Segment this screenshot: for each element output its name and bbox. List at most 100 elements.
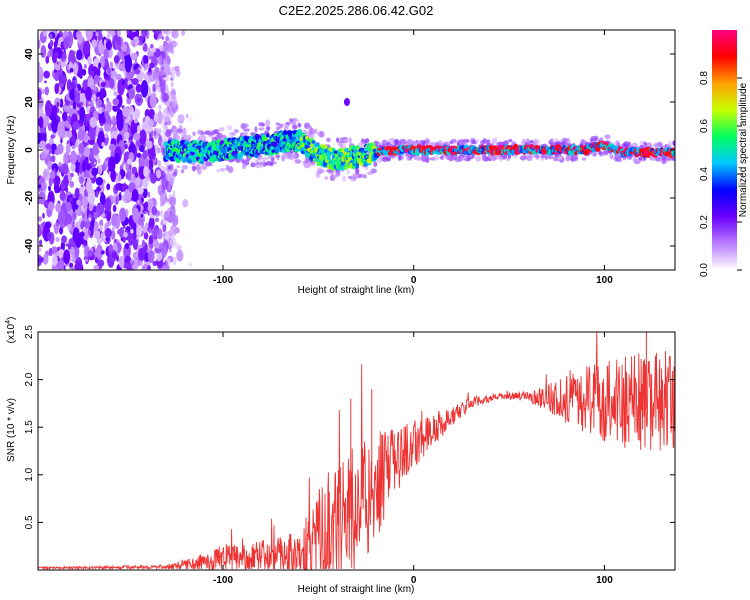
- heatmap-cell: [72, 211, 77, 221]
- x-tick-label: 0: [411, 275, 417, 286]
- heatmap-cell: [114, 238, 117, 244]
- x-tick-label: -100: [213, 275, 233, 286]
- heatmap-cell: [83, 40, 91, 55]
- heatmap-cell: [63, 103, 72, 112]
- heatmap-cell: [100, 250, 105, 255]
- heatmap-cell: [490, 155, 496, 162]
- heatmap-cell: [43, 70, 51, 79]
- heatmap-cell: [167, 165, 172, 170]
- heatmap-cell: [78, 142, 85, 155]
- heatmap-cell: [79, 106, 86, 123]
- heatmap-cell: [169, 71, 173, 76]
- heatmap-cell: [84, 258, 89, 263]
- heatmap-cell: [197, 129, 204, 135]
- heatmap-cell: [62, 58, 66, 62]
- heatmap-cell: [142, 225, 146, 233]
- heatmap-cell: [547, 155, 554, 160]
- spectrogram-x-ticks: -100 0 100: [213, 30, 613, 286]
- heatmap-cell: [106, 33, 111, 40]
- heatmap-cell: [77, 128, 86, 141]
- heatmap-cell: [159, 69, 165, 76]
- heatmap-cell: [254, 126, 258, 133]
- heatmap-cell: [565, 155, 571, 162]
- heatmap-cell: [474, 139, 480, 143]
- heatmap-cell: [42, 212, 45, 219]
- heatmap-cell: [84, 163, 92, 171]
- heatmap-cell: [151, 227, 158, 239]
- heatmap-cell: [256, 156, 262, 161]
- heatmap-cell: [73, 90, 77, 97]
- heatmap-cell: [126, 262, 131, 270]
- heatmap-cell: [90, 220, 95, 229]
- heatmap-cell: [590, 135, 596, 143]
- heatmap-cell: [154, 30, 162, 35]
- heatmap-cell: [71, 143, 76, 150]
- snr-y-multiplier-text: (x104): [5, 317, 17, 344]
- y-tick-label: -40: [24, 238, 35, 253]
- heatmap-cell: [81, 161, 86, 172]
- heatmap-cell: [70, 81, 77, 90]
- heatmap-cell: [529, 140, 534, 144]
- heatmap-cell: [69, 262, 74, 268]
- heatmap-cell: [255, 161, 263, 166]
- heatmap-cell: [40, 151, 48, 160]
- heatmap-cell: [92, 84, 97, 92]
- heatmap-cell: [42, 30, 48, 37]
- heatmap-cell: [262, 163, 267, 167]
- heatmap-cell: [148, 108, 156, 120]
- heatmap-cell: [124, 189, 130, 200]
- heatmap-cell: [161, 92, 169, 102]
- heatmap-cell: [43, 147, 47, 154]
- heatmap-cell: [167, 213, 174, 222]
- heatmap-cell: [42, 253, 49, 265]
- heatmap-cell: [147, 118, 154, 127]
- heatmap-cell: [165, 128, 173, 133]
- heatmap-cell: [141, 196, 144, 203]
- heatmap-cell: [129, 258, 134, 264]
- heatmap-noise-cells: [38, 30, 194, 270]
- heatmap-cell: [141, 239, 146, 248]
- heatmap-cell: [72, 77, 76, 81]
- heatmap-cell: [125, 172, 130, 180]
- heatmap-cell: [602, 151, 609, 156]
- heatmap-cell: [126, 96, 132, 105]
- heatmap-cell: [164, 30, 172, 36]
- heatmap-cell: [112, 115, 116, 124]
- heatmap-cell: [55, 237, 60, 243]
- heatmap-cell: [148, 67, 152, 73]
- heatmap-cell: [99, 193, 106, 206]
- heatmap-cell: [124, 199, 128, 204]
- heatmap-cell: [217, 132, 221, 139]
- heatmap-cell: [355, 163, 360, 169]
- heatmap-cell: [305, 135, 309, 141]
- heatmap-cell: [148, 159, 154, 170]
- heatmap-cell: [143, 210, 147, 215]
- heatmap-cell: [132, 207, 140, 223]
- heatmap-cell: [77, 33, 83, 44]
- heatmap-cell: [349, 175, 357, 182]
- heatmap-cell: [116, 36, 121, 46]
- heatmap-cell: [94, 148, 100, 154]
- heatmap-cell: [56, 222, 59, 227]
- snr-panel: -100 0 100 0.5 1.0 1.5 2.0 2.5 Height of strai…: [5, 317, 676, 595]
- heatmap-cell: [258, 127, 265, 131]
- heatmap-cell: [103, 48, 109, 60]
- heatmap-cell: [121, 194, 126, 202]
- heatmap-cell: [52, 254, 58, 267]
- heatmap-cell: [44, 100, 53, 117]
- heatmap-cell: [59, 191, 66, 202]
- y-tick-label: 1.5: [24, 420, 35, 434]
- heatmap-cell: [119, 191, 122, 195]
- heatmap-cell: [83, 113, 90, 120]
- heatmap-cell: [56, 259, 65, 270]
- heatmap-cell: [157, 184, 164, 196]
- heatmap-cell: [150, 43, 154, 49]
- heatmap-cell: [227, 166, 234, 173]
- heatmap-cell: [93, 161, 97, 165]
- heatmap-cell: [118, 174, 122, 182]
- heatmap-cell: [113, 55, 120, 64]
- heatmap-cell: [130, 228, 134, 235]
- heatmap-cell: [104, 123, 111, 133]
- heatmap-cell: [162, 261, 166, 266]
- heatmap-cell: [83, 64, 87, 69]
